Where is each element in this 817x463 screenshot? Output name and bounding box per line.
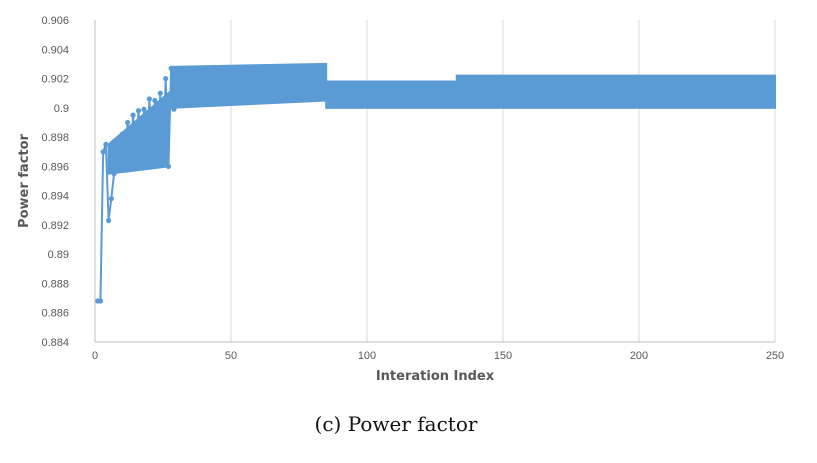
data-point	[108, 195, 114, 202]
y-tick-label: 0.906	[41, 15, 69, 27]
x-tick-label: 250	[766, 350, 784, 362]
data-point	[135, 108, 142, 114]
data-point	[130, 112, 136, 118]
y-axis-label: Power factor	[17, 133, 32, 228]
data-point	[125, 119, 131, 126]
power-factor-chart: 0.884 0.886 0.888 0.89 0.892 0.894 0.896 0.898 0…	[17, 15, 784, 384]
data-point	[152, 97, 158, 104]
data-band-segment	[325, 80, 458, 109]
data-band-segment	[455, 74, 776, 109]
data-point	[127, 160, 133, 167]
data-point	[160, 162, 166, 168]
data-point	[141, 106, 147, 112]
y-tick-label: 0.886	[41, 308, 69, 320]
data-point	[97, 298, 104, 304]
y-tick-label: 0.902	[41, 74, 69, 86]
data-point	[106, 217, 112, 224]
series-line	[95, 65, 180, 304]
x-tick-label: 50	[225, 350, 237, 362]
data-point	[103, 141, 109, 148]
data-point	[154, 162, 161, 168]
data-point	[168, 65, 174, 71]
x-tick-label: 100	[358, 350, 376, 362]
data-point	[114, 137, 120, 143]
x-axis-label: Interation Index	[376, 369, 495, 384]
data-point	[133, 162, 139, 168]
data-band	[107, 62, 776, 175]
data-point	[116, 163, 123, 169]
y-tick-label: 0.894	[41, 191, 69, 203]
x-tick-label: 150	[494, 350, 512, 362]
y-tick-label: 0.888	[41, 278, 69, 290]
x-tick-label: 0	[92, 350, 98, 362]
y-tick-label: 0.9	[54, 103, 69, 115]
y-tick-label: 0.892	[41, 220, 69, 232]
data-point	[122, 156, 128, 162]
data-point	[163, 75, 169, 82]
data-point	[149, 160, 155, 167]
data-point	[157, 90, 163, 96]
y-tick-label: 0.896	[41, 161, 69, 173]
data-point	[146, 96, 152, 102]
y-tick-label: 0.904	[41, 44, 69, 56]
y-tick-label: 0.898	[41, 132, 69, 144]
data-point	[174, 73, 180, 79]
data-point	[119, 131, 125, 137]
series-polyline	[97, 68, 178, 303]
y-tick-label: 0.89	[48, 249, 69, 261]
gridlines	[230, 20, 776, 342]
data-point	[171, 106, 177, 112]
data-point	[138, 160, 144, 167]
data-point	[111, 171, 117, 177]
data-band-segment	[170, 62, 328, 109]
data-point	[144, 162, 150, 168]
data-point	[165, 163, 172, 169]
figure-caption: (c) Power factor	[314, 412, 478, 436]
data-point	[100, 149, 106, 155]
x-tick-label: 200	[630, 350, 648, 362]
axes: 0.884 0.886 0.888 0.89 0.892 0.894 0.896 0.898 0…	[41, 15, 784, 362]
y-tick-label: 0.884	[41, 337, 69, 349]
